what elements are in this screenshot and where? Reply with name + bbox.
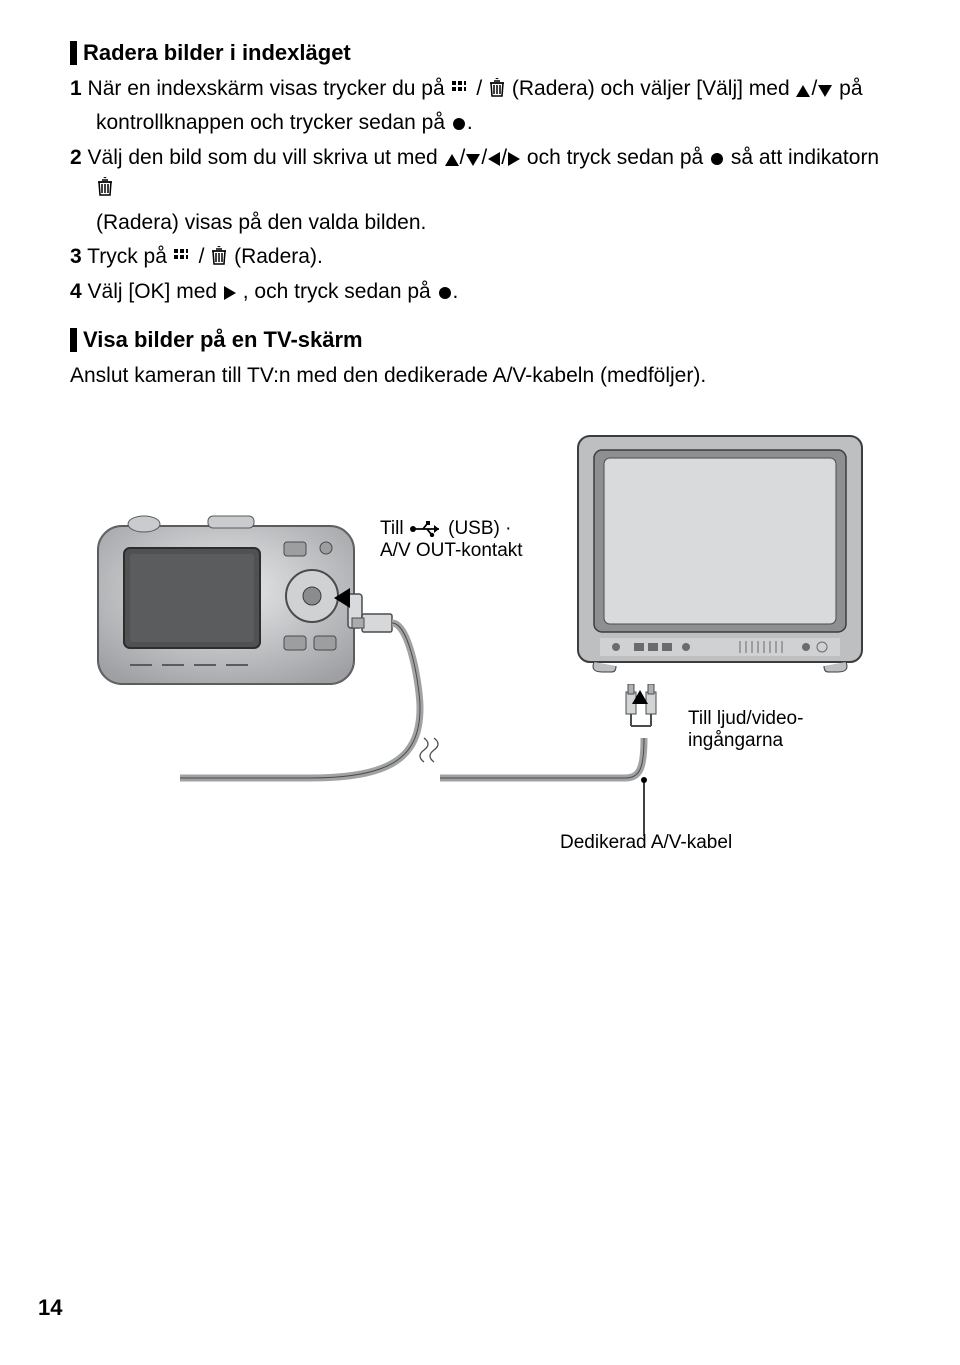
step3-line: 3 Tryck på / (Radera). bbox=[70, 242, 890, 272]
av-in-line1: Till ljud/video- bbox=[688, 708, 803, 729]
step4-text-pre: Välj [OK] med bbox=[88, 280, 223, 303]
cable-illustration bbox=[70, 428, 890, 848]
step2-line1: 2 Välj den bild som du vill skriva ut me… bbox=[70, 143, 890, 204]
trash-icon bbox=[96, 177, 114, 197]
step3-num: 3 bbox=[70, 245, 82, 268]
right-triangle-icon bbox=[223, 285, 237, 301]
step1-text-pre: När en indexskärm visas trycker du på bbox=[88, 77, 451, 100]
section1-heading-text: Radera bilder i indexläget bbox=[83, 40, 351, 66]
section2: Visa bilder på en TV-skärm Anslut kamera… bbox=[70, 327, 890, 391]
usb-label: Till (USB) · A/V OUT-kontakt bbox=[380, 518, 523, 562]
section1-heading: Radera bilder i indexläget bbox=[70, 40, 890, 66]
step1-text-end: på bbox=[839, 77, 862, 100]
heading-bar-icon bbox=[70, 41, 77, 65]
cable-label-text: Dedikerad A/V-kabel bbox=[560, 832, 732, 853]
cable-label: Dedikerad A/V-kabel bbox=[560, 832, 732, 854]
slash-text: / bbox=[476, 77, 488, 100]
screen-reduce-icon bbox=[451, 78, 471, 98]
usb-icon bbox=[409, 521, 443, 537]
right-triangle-icon bbox=[507, 151, 521, 167]
section2-heading-text: Visa bilder på en TV-skärm bbox=[83, 327, 363, 353]
heading-bar-icon bbox=[70, 328, 77, 352]
down-triangle-icon bbox=[465, 153, 481, 167]
step2-text-mid: och tryck sedan på bbox=[527, 146, 709, 169]
usb-label-line2: A/V OUT-kontakt bbox=[380, 540, 523, 561]
page-number: 14 bbox=[38, 1295, 62, 1321]
av-in-line2: ingångarna bbox=[688, 730, 783, 751]
step4-line: 4 Välj [OK] med , och tryck sedan på . bbox=[70, 277, 890, 307]
dot-icon bbox=[451, 116, 467, 132]
trash-icon bbox=[210, 246, 228, 266]
usb-label-post: (USB) · bbox=[448, 518, 511, 539]
section2-heading: Visa bilder på en TV-skärm bbox=[70, 327, 890, 353]
step2-text-pre: Välj den bild som du vill skriva ut med bbox=[88, 146, 444, 169]
section2-desc: Anslut kameran till TV:n med den dediker… bbox=[70, 361, 890, 391]
usb-label-pre: Till bbox=[380, 518, 409, 539]
up-triangle-icon bbox=[444, 153, 460, 167]
step4-num: 4 bbox=[70, 280, 82, 303]
diagram: Till (USB) · A/V OUT-kontakt Till ljud/v… bbox=[70, 428, 890, 848]
step1-text-mid: (Radera) och väljer [Välj] med bbox=[512, 77, 796, 100]
up-triangle-icon bbox=[795, 84, 811, 98]
down-triangle-icon bbox=[817, 84, 833, 98]
trash-icon bbox=[488, 78, 506, 98]
step4-period: . bbox=[453, 280, 459, 303]
step3-text-pre: Tryck på bbox=[87, 245, 173, 268]
step1-line1: 1 När en indexskärm visas trycker du på … bbox=[70, 74, 890, 104]
slash-text: / bbox=[199, 245, 211, 268]
step4-text-post: , och tryck sedan på bbox=[243, 280, 437, 303]
step1-period: . bbox=[467, 111, 473, 134]
step2-line2-text: (Radera) visas på den valda bilden. bbox=[96, 211, 426, 234]
step1-line2-wrap: kontrollknappen och trycker sedan på . bbox=[70, 108, 890, 138]
left-triangle-icon bbox=[487, 151, 501, 167]
dot-icon bbox=[437, 285, 453, 301]
step2-text-post: så att indikatorn bbox=[731, 146, 879, 169]
step1-num: 1 bbox=[70, 77, 82, 100]
step2-num: 2 bbox=[70, 146, 82, 169]
step2-line2-wrap: (Radera) visas på den valda bilden. bbox=[70, 208, 890, 238]
step1-line2-text: kontrollknappen och trycker sedan på bbox=[96, 111, 451, 134]
step3-text-post: (Radera). bbox=[234, 245, 323, 268]
dot-icon bbox=[709, 151, 725, 167]
av-in-label: Till ljud/video- ingångarna bbox=[688, 708, 803, 752]
screen-reduce-icon bbox=[173, 246, 193, 266]
